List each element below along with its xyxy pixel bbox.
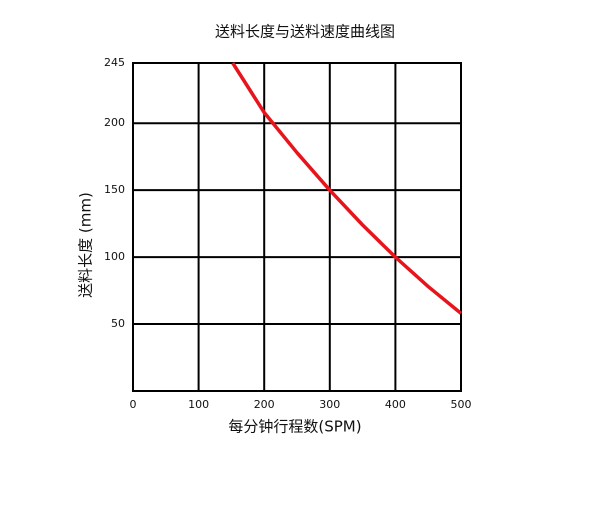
y-tick-label: 100 bbox=[104, 250, 125, 263]
y-tick-label: 50 bbox=[111, 317, 125, 330]
y-tick-label: 245 bbox=[104, 56, 125, 69]
x-tick-label: 200 bbox=[254, 398, 275, 411]
y-axis-label: 送料长度 (mm) bbox=[77, 192, 95, 298]
x-axis-label: 每分钟行程数(SPM) bbox=[228, 418, 361, 436]
x-tick-label: 400 bbox=[385, 398, 406, 411]
chart-title: 送料长度与送料速度曲线图 bbox=[215, 23, 395, 41]
x-tick-label: 300 bbox=[319, 398, 340, 411]
x-tick-label: 0 bbox=[130, 398, 137, 411]
data-line bbox=[231, 62, 463, 315]
plot-frame bbox=[132, 62, 462, 392]
x-tick-label: 500 bbox=[451, 398, 472, 411]
y-tick-label: 200 bbox=[104, 116, 125, 129]
x-tick-label: 100 bbox=[188, 398, 209, 411]
y-tick-label: 150 bbox=[104, 183, 125, 196]
